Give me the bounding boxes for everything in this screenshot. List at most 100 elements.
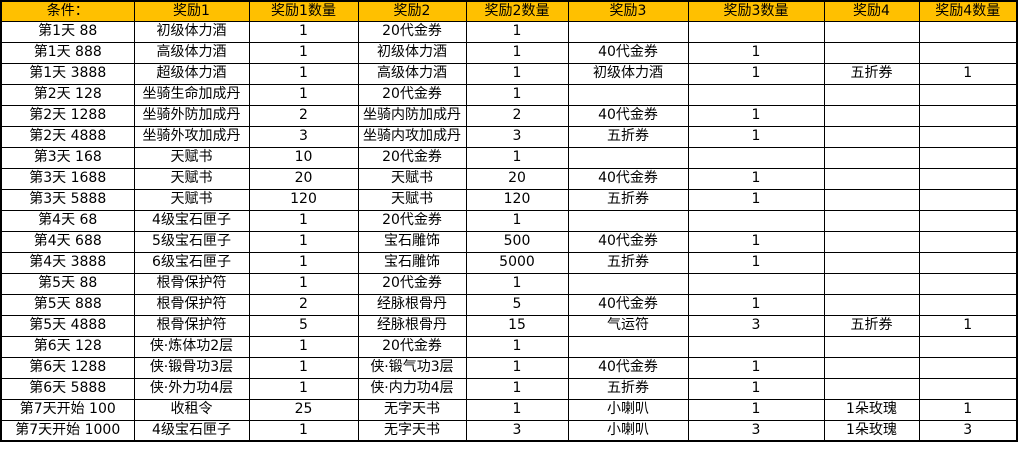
table-cell[interactable]: 3 <box>465 419 569 442</box>
table-cell[interactable]: 4级宝石匣子 <box>133 209 250 232</box>
table-cell[interactable]: 1 <box>687 398 825 421</box>
header-cell[interactable]: 奖励2 <box>357 0 467 22</box>
table-cell[interactable] <box>823 41 920 64</box>
table-cell[interactable]: 第2天 1288 <box>0 104 135 127</box>
table-cell[interactable]: 20代金券 <box>357 83 467 106</box>
table-cell[interactable]: 宝石雕饰 <box>357 230 467 253</box>
table-cell[interactable]: 15 <box>465 314 569 337</box>
table-cell[interactable]: 侠·内力功4层 <box>357 377 467 400</box>
table-cell[interactable]: 1 <box>465 20 569 43</box>
table-cell[interactable]: 5 <box>465 293 569 316</box>
table-cell[interactable] <box>823 377 920 400</box>
table-cell[interactable] <box>918 188 1018 211</box>
table-cell[interactable]: 3 <box>687 314 825 337</box>
table-cell[interactable] <box>823 125 920 148</box>
table-cell[interactable] <box>823 209 920 232</box>
table-cell[interactable]: 高级体力酒 <box>357 62 467 85</box>
header-cell[interactable]: 奖励4 <box>823 0 920 22</box>
table-cell[interactable]: 1 <box>465 209 569 232</box>
table-cell[interactable]: 天赋书 <box>357 167 467 190</box>
table-cell[interactable]: 1 <box>248 272 359 295</box>
table-cell[interactable]: 第5天 4888 <box>0 314 135 337</box>
table-cell[interactable]: 1 <box>918 398 1018 421</box>
table-cell[interactable]: 1 <box>465 62 569 85</box>
table-cell[interactable]: 天赋书 <box>357 188 467 211</box>
table-cell[interactable]: 2 <box>465 104 569 127</box>
table-cell[interactable]: 120 <box>465 188 569 211</box>
table-cell[interactable] <box>567 20 689 43</box>
table-cell[interactable] <box>918 125 1018 148</box>
table-cell[interactable]: 坐骑内防加成丹 <box>357 104 467 127</box>
table-cell[interactable]: 天赋书 <box>133 167 250 190</box>
table-cell[interactable]: 第1天 88 <box>0 20 135 43</box>
table-cell[interactable]: 1 <box>687 377 825 400</box>
table-cell[interactable]: 初级体力酒 <box>357 41 467 64</box>
table-cell[interactable]: 1 <box>687 167 825 190</box>
table-cell[interactable] <box>918 83 1018 106</box>
table-cell[interactable]: 1 <box>687 293 825 316</box>
table-cell[interactable]: 120 <box>248 188 359 211</box>
table-cell[interactable]: 坐骑内攻加成丹 <box>357 125 467 148</box>
table-cell[interactable]: 1 <box>248 335 359 358</box>
table-cell[interactable]: 5 <box>248 314 359 337</box>
table-cell[interactable]: 40代金券 <box>567 104 689 127</box>
table-cell[interactable] <box>823 293 920 316</box>
table-cell[interactable]: 五折券 <box>567 125 689 148</box>
table-cell[interactable] <box>823 104 920 127</box>
table-cell[interactable]: 1 <box>687 62 825 85</box>
table-cell[interactable]: 4级宝石匣子 <box>133 419 250 442</box>
table-cell[interactable]: 第4天 688 <box>0 230 135 253</box>
table-cell[interactable]: 1 <box>687 251 825 274</box>
table-cell[interactable]: 3 <box>248 125 359 148</box>
table-cell[interactable]: 五折券 <box>567 251 689 274</box>
table-cell[interactable]: 1 <box>918 62 1018 85</box>
table-cell[interactable] <box>687 272 825 295</box>
table-cell[interactable]: 第6天 128 <box>0 335 135 358</box>
table-cell[interactable]: 500 <box>465 230 569 253</box>
table-cell[interactable]: 1 <box>465 377 569 400</box>
table-cell[interactable]: 第1天 3888 <box>0 62 135 85</box>
table-cell[interactable]: 五折券 <box>567 377 689 400</box>
table-cell[interactable]: 小喇叭 <box>567 419 689 442</box>
table-cell[interactable]: 侠·炼体功2层 <box>133 335 250 358</box>
table-cell[interactable]: 6级宝石匣子 <box>133 251 250 274</box>
table-cell[interactable]: 1 <box>918 314 1018 337</box>
table-cell[interactable] <box>823 230 920 253</box>
table-cell[interactable]: 高级体力酒 <box>133 41 250 64</box>
table-cell[interactable] <box>687 146 825 169</box>
table-cell[interactable] <box>823 167 920 190</box>
table-cell[interactable] <box>918 293 1018 316</box>
table-cell[interactable]: 40代金券 <box>567 356 689 379</box>
table-cell[interactable]: 1 <box>248 83 359 106</box>
table-cell[interactable]: 经脉根骨丹 <box>357 293 467 316</box>
table-cell[interactable]: 1 <box>465 272 569 295</box>
table-cell[interactable]: 20代金券 <box>357 146 467 169</box>
table-cell[interactable]: 25 <box>248 398 359 421</box>
table-cell[interactable]: 1 <box>465 83 569 106</box>
table-cell[interactable]: 五折券 <box>823 314 920 337</box>
table-cell[interactable] <box>687 83 825 106</box>
table-cell[interactable]: 1 <box>465 146 569 169</box>
table-cell[interactable]: 第4天 3888 <box>0 251 135 274</box>
table-cell[interactable]: 侠·锻骨功3层 <box>133 356 250 379</box>
table-cell[interactable] <box>918 251 1018 274</box>
table-cell[interactable]: 1 <box>687 356 825 379</box>
table-cell[interactable] <box>918 335 1018 358</box>
table-cell[interactable]: 1 <box>465 356 569 379</box>
table-cell[interactable]: 1 <box>687 104 825 127</box>
table-cell[interactable]: 20代金券 <box>357 272 467 295</box>
table-cell[interactable]: 1 <box>248 209 359 232</box>
table-cell[interactable] <box>687 335 825 358</box>
table-cell[interactable]: 气运符 <box>567 314 689 337</box>
table-cell[interactable]: 侠·外力功4层 <box>133 377 250 400</box>
table-cell[interactable]: 1朵玫瑰 <box>823 419 920 442</box>
header-cell[interactable]: 奖励3 <box>567 0 689 22</box>
table-cell[interactable]: 五折券 <box>823 62 920 85</box>
table-cell[interactable]: 20代金券 <box>357 20 467 43</box>
table-cell[interactable] <box>823 356 920 379</box>
table-cell[interactable] <box>918 356 1018 379</box>
table-cell[interactable]: 小喇叭 <box>567 398 689 421</box>
table-cell[interactable]: 第3天 1688 <box>0 167 135 190</box>
table-cell[interactable]: 第7天开始 1000 <box>0 419 135 442</box>
table-cell[interactable] <box>823 272 920 295</box>
